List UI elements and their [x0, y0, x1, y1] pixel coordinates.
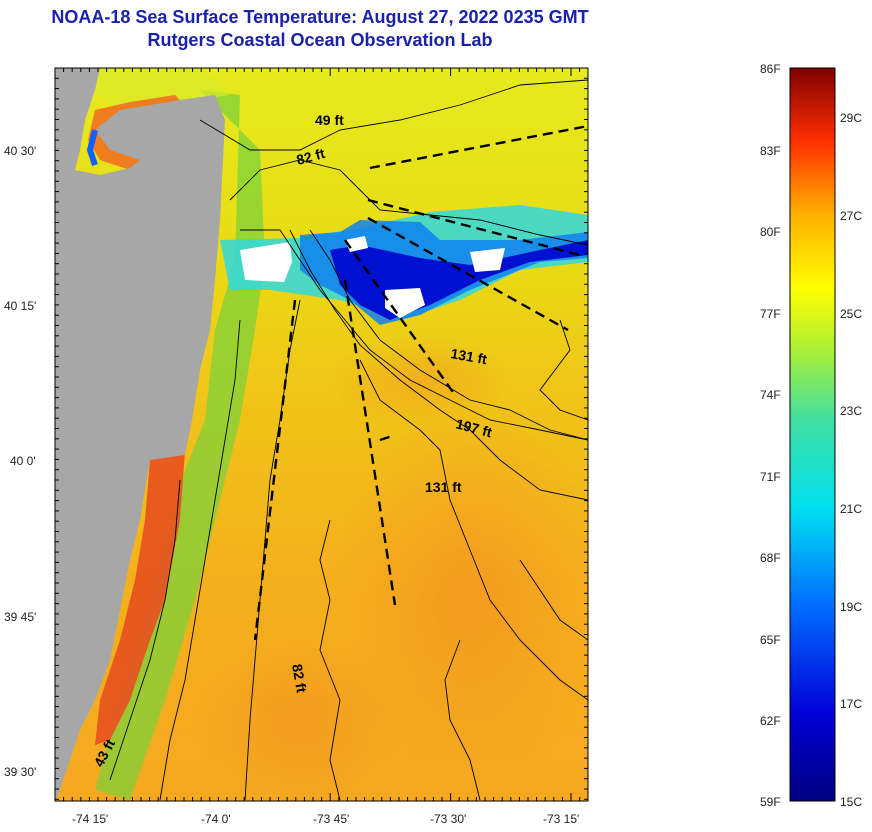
temperature-colorbar: [789, 67, 836, 802]
colorbar-c-label: 23C: [840, 404, 862, 418]
colorbar-f-label: 62F: [760, 714, 781, 728]
lon-label: -74 15': [72, 812, 108, 826]
shipping-lanes: [253, 124, 588, 641]
colorbar-f-label: 71F: [760, 470, 781, 484]
colorbar-c-label: 21C: [840, 502, 862, 516]
lon-label: -73 15': [543, 812, 579, 826]
colorbar-c-label: 29C: [840, 111, 862, 125]
depth-label: 131 ft: [425, 479, 462, 495]
colorbar-c-label: 19C: [840, 600, 862, 614]
sst-raster: 49 ft 82 ft 131 ft 197 ft 131 ft 82 ft 4…: [55, 68, 588, 801]
lat-label: 40 30': [4, 144, 36, 158]
colorbar-f-label: 86F: [760, 62, 781, 76]
colorbar-f-label: 68F: [760, 551, 781, 565]
depth-label: 82 ft: [289, 663, 310, 694]
colorbar-c-label: 25C: [840, 307, 862, 321]
map-title: NOAA-18 Sea Surface Temperature: August …: [51, 7, 589, 27]
lat-label: 39 45': [4, 610, 36, 624]
colorbar-c-label: 27C: [840, 209, 862, 223]
colorbar-f-label: 74F: [760, 388, 781, 402]
colorbar-f-label: 77F: [760, 307, 781, 321]
colorbar-c-label: 15C: [840, 795, 862, 809]
lon-label: -74 0': [201, 812, 231, 826]
colorbar-f-label: 59F: [760, 795, 781, 809]
colorbar-f-label: 80F: [760, 225, 781, 239]
depth-label: 131 ft: [449, 345, 488, 367]
lon-label: -73 45': [313, 812, 349, 826]
map-subtitle: Rutgers Coastal Ocean Observation Lab: [147, 30, 493, 50]
lat-label: 39 30': [4, 765, 36, 779]
lon-label: -73 30': [430, 812, 466, 826]
lat-label: 40 0': [10, 454, 36, 468]
lat-label: 40 15': [4, 299, 36, 313]
depth-label: 49 ft: [315, 112, 344, 128]
depth-label: 82 ft: [295, 145, 327, 168]
colorbar-c-label: 17C: [840, 697, 862, 711]
colorbar-f-label: 65F: [760, 633, 781, 647]
colorbar-f-label: 83F: [760, 144, 781, 158]
axis-ticks: [54, 67, 588, 801]
